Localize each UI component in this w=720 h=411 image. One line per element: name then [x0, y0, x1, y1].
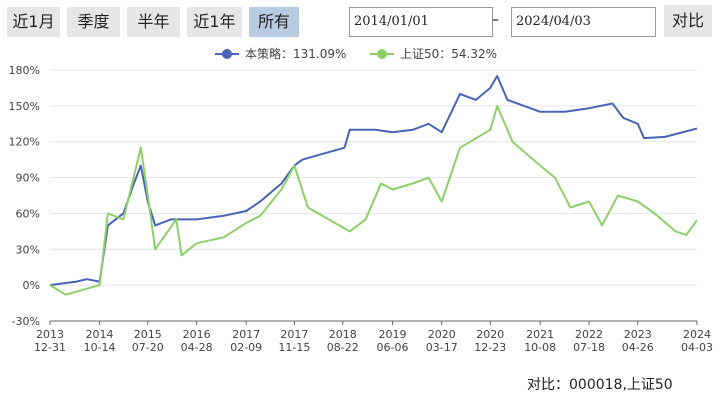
- x-tick-label: 04-28: [181, 341, 213, 354]
- x-tick-label: 2017: [280, 328, 308, 341]
- range-button[interactable]: 近1年: [187, 7, 242, 37]
- range-button[interactable]: 半年: [127, 7, 180, 37]
- x-tick-label: 10-14: [84, 341, 116, 354]
- x-tick-label: 2022: [575, 328, 603, 341]
- x-tick-label: 06-06: [377, 341, 409, 354]
- x-tick-label: 08-22: [327, 341, 359, 354]
- x-tick-label: 03-17: [426, 341, 458, 354]
- x-tick-label: 12-31: [34, 341, 66, 354]
- x-tick-label: 02-09: [230, 341, 262, 354]
- x-tick-label: 2020: [476, 328, 504, 341]
- x-tick-label: 10-08: [524, 341, 556, 354]
- series-line: [49, 75, 698, 287]
- x-tick-label: 2017: [232, 328, 260, 341]
- legend-marker: [222, 49, 232, 59]
- y-tick-label: 150%: [9, 100, 40, 113]
- x-tick-label: 2013: [36, 328, 64, 341]
- x-tick-label: 07-18: [573, 341, 605, 354]
- start-date[interactable]: 2014/01/01: [349, 7, 493, 37]
- x-tick-label: 11-15: [278, 341, 310, 354]
- y-tick-label: 90%: [16, 172, 40, 185]
- x-tick-label: 07-20: [132, 341, 164, 354]
- x-tick-label: 2015: [134, 328, 162, 341]
- x-tick-label: 2024: [683, 328, 711, 341]
- x-tick-label: 2014: [86, 328, 114, 341]
- legend-label: 本策略：131.09%: [245, 46, 346, 61]
- y-tick-label: -30%: [12, 315, 40, 328]
- series-line: [49, 104, 698, 296]
- x-tick-label: 12-23: [474, 341, 506, 354]
- range-button[interactable]: 所有: [249, 7, 299, 37]
- x-tick-label: 04-26: [622, 341, 654, 354]
- legend-marker: [377, 49, 387, 59]
- range-button[interactable]: 季度: [67, 7, 120, 37]
- y-tick-label: 30%: [16, 243, 40, 256]
- x-tick-label: 2023: [624, 328, 652, 341]
- x-tick-label: 2020: [428, 328, 456, 341]
- x-tick-label: 2018: [329, 328, 357, 341]
- y-tick-label: 0%: [23, 279, 40, 292]
- x-tick-label: 2016: [183, 328, 211, 341]
- x-tick-label: 04-03: [681, 341, 713, 354]
- date-dash: –: [492, 12, 499, 28]
- x-tick-label: 2019: [378, 328, 406, 341]
- footer: 对比：000018,上证50: [527, 377, 673, 393]
- range-button[interactable]: 近1月: [7, 7, 60, 37]
- legend-label: 上证50：54.32%: [400, 47, 497, 61]
- y-tick-label: 60%: [16, 207, 40, 220]
- end-date[interactable]: 2024/04/03: [511, 7, 656, 37]
- y-tick-label: 180%: [9, 64, 40, 77]
- y-tick-label: 120%: [9, 136, 40, 149]
- compare-button[interactable]: 对比: [664, 5, 712, 37]
- x-tick-label: 2021: [526, 328, 554, 341]
